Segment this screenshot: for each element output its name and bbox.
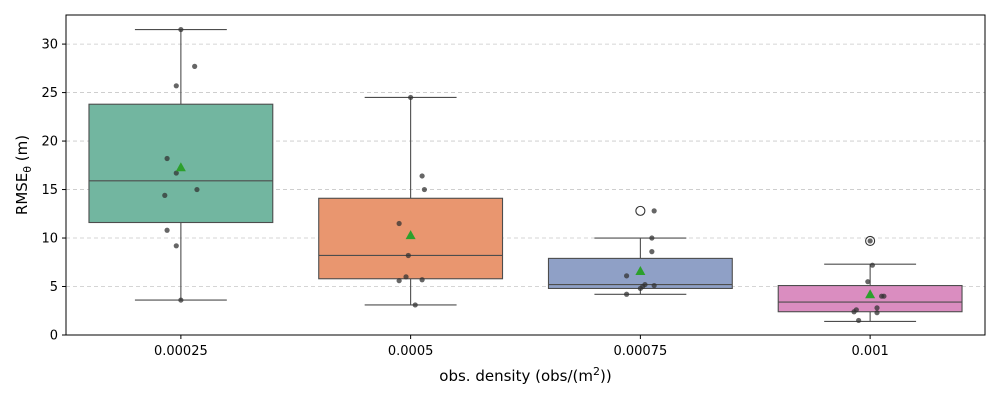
data-point bbox=[881, 293, 887, 299]
data-point bbox=[412, 302, 418, 308]
boxes bbox=[88, 28, 963, 322]
data-point bbox=[649, 249, 655, 255]
data-point bbox=[419, 277, 425, 283]
data-point bbox=[192, 63, 198, 69]
x-tick-label: 0.00025 bbox=[154, 344, 208, 359]
x-tick-label: 0.001 bbox=[852, 344, 889, 359]
axes: 0 5 10 15 20 25 30 0.00025 0.0005 0.00075 0.001 bbox=[41, 38, 888, 359]
data-point bbox=[651, 282, 657, 289]
data-point bbox=[164, 155, 170, 162]
mean-marker bbox=[175, 162, 186, 172]
data-point bbox=[649, 235, 655, 241]
data-point bbox=[874, 310, 880, 316]
data-point bbox=[396, 220, 402, 227]
data-point bbox=[403, 274, 409, 280]
x-axis-label: obs. density (obs/(m2)) bbox=[439, 365, 611, 385]
y-tick-label: 10 bbox=[41, 232, 58, 247]
data-point bbox=[651, 208, 657, 214]
data-point bbox=[408, 94, 414, 101]
y-tick-label: 30 bbox=[41, 38, 58, 53]
data-point bbox=[173, 83, 179, 89]
x-tick-label: 0.00075 bbox=[613, 344, 667, 359]
data-point bbox=[637, 285, 643, 292]
data-point bbox=[194, 186, 200, 193]
data-point bbox=[623, 273, 630, 279]
data-point bbox=[162, 192, 168, 198]
data-point bbox=[874, 305, 880, 311]
mean-marker bbox=[635, 266, 646, 275]
outlier-marker bbox=[635, 205, 646, 216]
data-point bbox=[869, 262, 876, 268]
data-point bbox=[178, 26, 184, 33]
y-tick-label: 5 bbox=[50, 280, 58, 295]
data-point bbox=[856, 317, 862, 324]
data-point bbox=[164, 227, 170, 233]
mean-marker bbox=[865, 289, 876, 299]
data-point bbox=[853, 307, 859, 313]
data-points bbox=[162, 26, 887, 324]
y-tick-label: 25 bbox=[41, 86, 58, 101]
data-point bbox=[623, 291, 630, 297]
plot-frame bbox=[65, 14, 986, 336]
outlier-marker bbox=[865, 235, 876, 246]
data-point bbox=[173, 170, 179, 176]
mean-marker bbox=[405, 230, 416, 240]
y-tick-label: 15 bbox=[41, 183, 58, 198]
data-point bbox=[173, 243, 179, 249]
x-tick-label: 0.0005 bbox=[388, 344, 434, 359]
y-tick-label: 20 bbox=[41, 135, 58, 150]
data-point bbox=[867, 238, 873, 244]
y-tick-label: 0 bbox=[50, 329, 58, 344]
data-point bbox=[405, 252, 411, 259]
data-point bbox=[421, 186, 428, 193]
y-axis-label: RMSEθ (m) bbox=[13, 135, 34, 215]
data-point bbox=[865, 279, 871, 285]
data-point bbox=[396, 278, 402, 284]
data-point bbox=[419, 173, 425, 179]
data-point bbox=[178, 297, 184, 303]
